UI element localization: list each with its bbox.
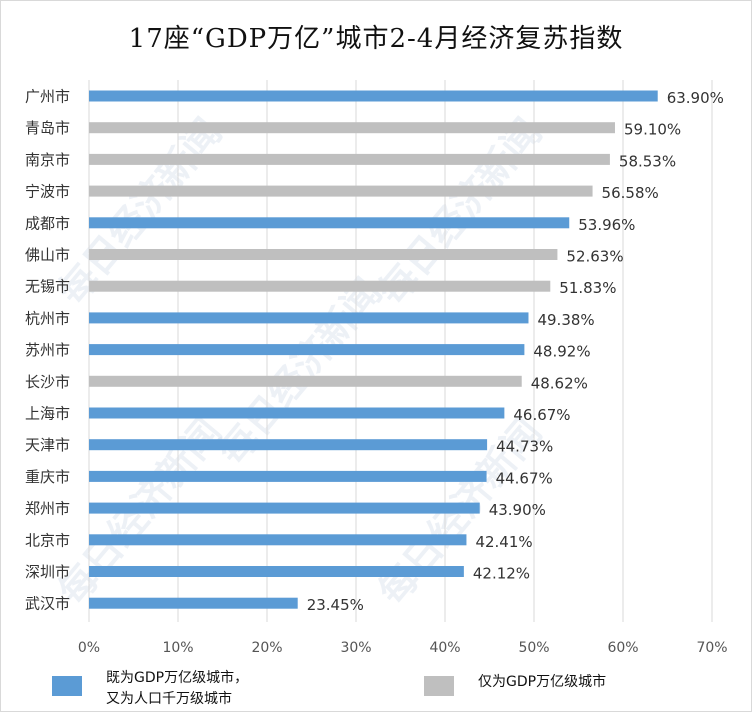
category-label: 深圳市: [25, 563, 70, 581]
legend-swatch-gdp-only: [424, 676, 454, 696]
value-label: 44.73%: [496, 438, 553, 456]
x-tick-label: 10%: [162, 640, 193, 656]
category-label: 南京市: [25, 151, 70, 169]
value-label: 42.12%: [473, 565, 530, 583]
bar: [89, 122, 615, 134]
value-label: 42.41%: [475, 533, 532, 551]
category-label: 无锡市: [25, 278, 70, 296]
x-tick-label: 30%: [340, 640, 371, 656]
category-label: 北京市: [25, 531, 70, 549]
value-label: 51.83%: [559, 279, 616, 297]
category-label: 重庆市: [25, 468, 70, 486]
x-tick-label: 70%: [696, 640, 727, 656]
bar: [89, 407, 505, 419]
legend-item-gdp-only: 仅为GDP万亿级城市: [424, 668, 606, 696]
bar: [89, 502, 480, 514]
legend-label-both: 既为GDP万亿级城市， 又为人口千万级城市: [106, 670, 249, 707]
value-label: 44.67%: [496, 469, 553, 487]
bar: [89, 217, 570, 229]
value-label: 63.90%: [667, 89, 724, 107]
bar: [89, 312, 529, 324]
category-label: 武汉市: [25, 595, 70, 613]
category-label: 杭州市: [25, 309, 70, 327]
value-label: 58.53%: [619, 152, 676, 170]
bar: [89, 249, 558, 260]
bar: [89, 534, 467, 546]
category-label: 广州市: [25, 88, 70, 106]
category-labels: 广州市青岛市南京市宁波市成都市佛山市无锡市杭州市苏州市长沙市上海市天津市重庆市郑…: [25, 88, 70, 613]
value-label: 43.90%: [489, 501, 546, 519]
legend-swatch-both: [52, 676, 82, 696]
value-label: 49.38%: [537, 311, 594, 329]
bar: [89, 153, 610, 165]
category-label: 苏州市: [25, 341, 70, 359]
value-label: 48.92%: [533, 343, 590, 361]
x-tick-label: 0%: [78, 640, 100, 656]
bar: [89, 90, 658, 102]
value-label: 46.67%: [513, 406, 570, 424]
x-tick-labels: 0% 10% 20% 30% 40% 50% 60% 70%: [78, 640, 728, 656]
bar: [89, 280, 551, 292]
legend-item-both: 既为GDP万亿级城市， 又为人口千万级城市: [52, 668, 248, 710]
bar: [89, 566, 464, 577]
category-label: 天津市: [25, 436, 70, 454]
legend-label-gdp-only: 仅为GDP万亿级城市: [478, 674, 607, 690]
value-label: 53.96%: [578, 216, 635, 234]
bar: [89, 185, 593, 197]
value-label: 23.45%: [307, 596, 364, 614]
category-label: 成都市: [25, 214, 70, 232]
x-tick-label: 20%: [251, 640, 282, 656]
x-tick-label: 50%: [518, 640, 549, 656]
value-label: 59.10%: [624, 121, 681, 139]
category-label: 佛山市: [25, 246, 70, 264]
bar: [89, 597, 298, 609]
bar: [89, 439, 488, 451]
value-label: 52.63%: [566, 248, 623, 266]
bar: [89, 375, 522, 387]
category-label: 郑州市: [25, 500, 70, 518]
chart-title: 17座“GDP万亿”城市2-4月经济复苏指数: [128, 24, 624, 54]
x-tick-label: 40%: [429, 640, 460, 656]
category-label: 上海市: [25, 405, 70, 423]
category-label: 长沙市: [25, 373, 70, 391]
bars: [89, 90, 658, 609]
category-label: 宁波市: [25, 183, 70, 201]
value-label: 56.58%: [602, 184, 659, 202]
bar: [89, 470, 487, 482]
value-label: 48.62%: [531, 374, 588, 392]
legend: 既为GDP万亿级城市， 又为人口千万级城市 仅为GDP万亿级城市: [0, 665, 752, 712]
category-label: 青岛市: [25, 119, 70, 137]
bar: [89, 344, 525, 356]
value-labels: 63.90% 59.10% 58.53% 56.58% 53.96% 52.63% 51.8…: [307, 89, 724, 614]
x-tick-label: 60%: [607, 640, 638, 656]
